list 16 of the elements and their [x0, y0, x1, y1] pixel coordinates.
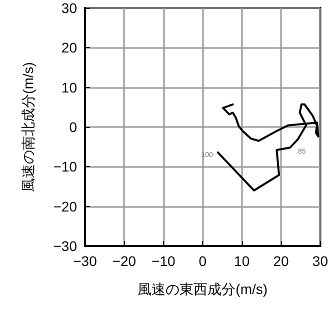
- y-tick-label: −20: [53, 198, 78, 214]
- x-tick-label: −20: [112, 253, 136, 269]
- x-axis-title: 風速の東西成分(m/s): [138, 281, 268, 297]
- y-tick-label: 30: [61, 0, 78, 16]
- x-tick-label: 30: [312, 253, 328, 269]
- y-tick-label: −30: [53, 238, 78, 254]
- y-tick-label: −10: [53, 158, 78, 175]
- x-tick-label: 10: [234, 253, 250, 269]
- y-tick-label: 20: [61, 40, 78, 56]
- x-tick-label: −30: [73, 253, 98, 269]
- y-tick-label: 10: [61, 79, 78, 96]
- x-tick-label: −10: [152, 253, 176, 269]
- x-tick-label: 20: [273, 253, 290, 269]
- y-tick-label: 0: [69, 119, 78, 135]
- x-tick-label: 0: [198, 253, 207, 269]
- y-axis-title: 風速の南北成分(m/s): [20, 62, 36, 192]
